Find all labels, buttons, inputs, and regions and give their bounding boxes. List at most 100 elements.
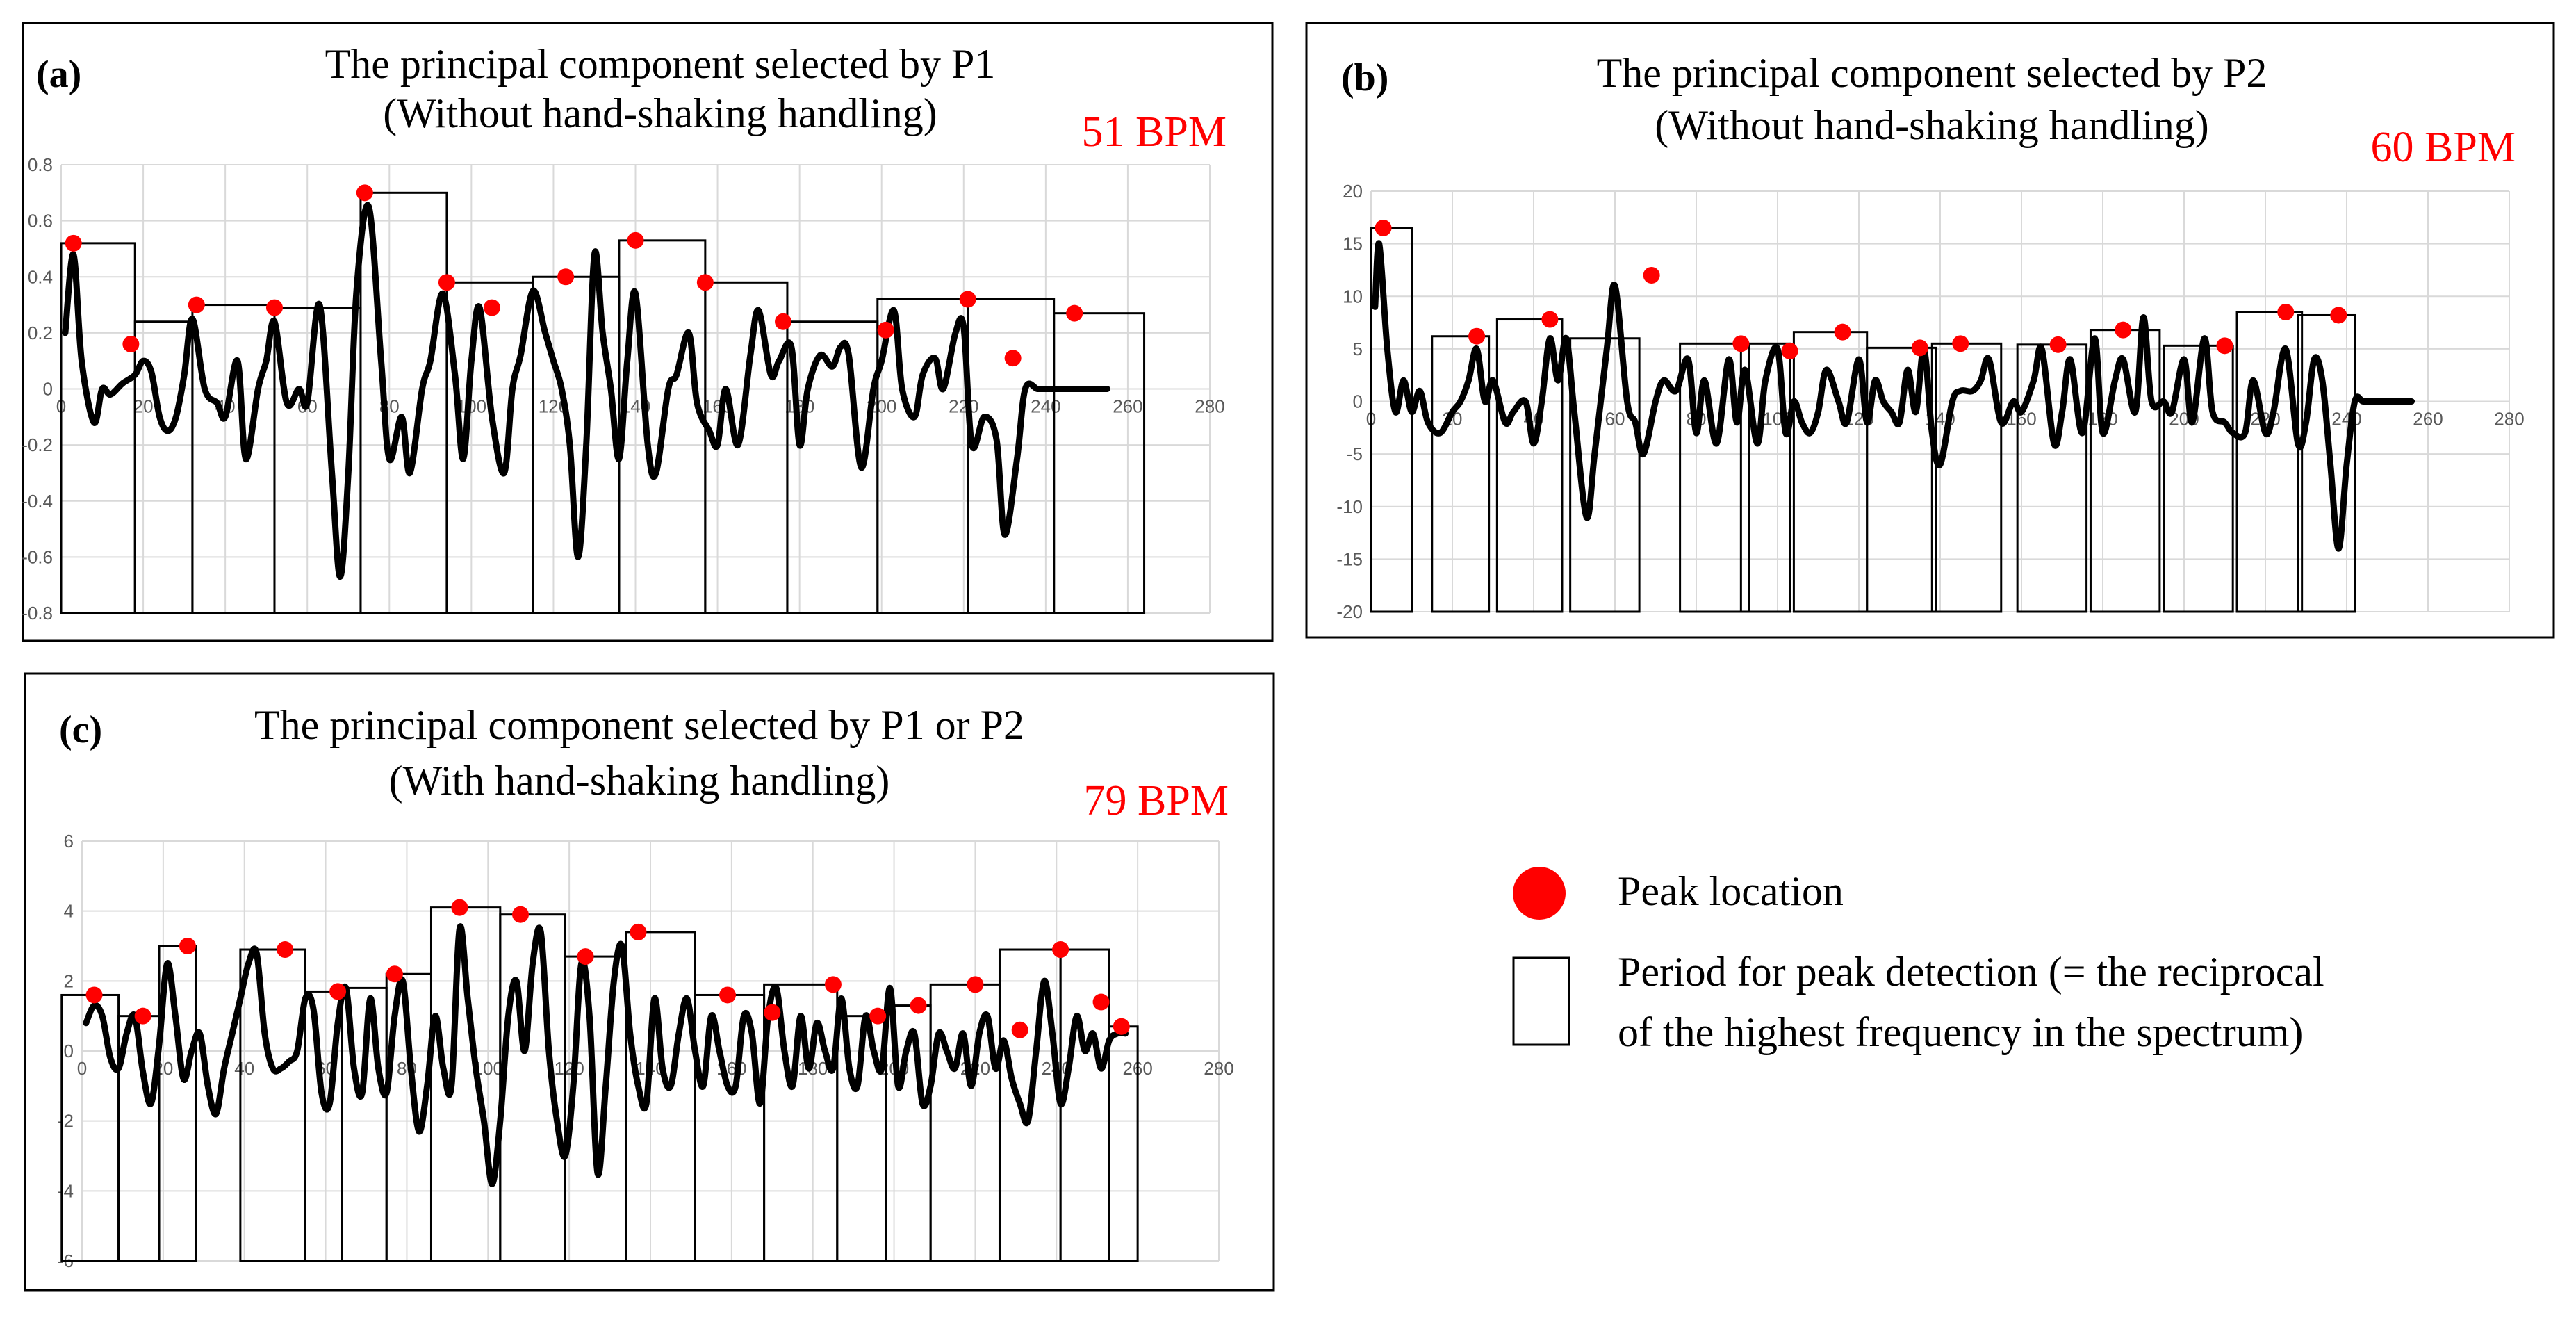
x-tick-label: 240: [1031, 396, 1060, 417]
x-tick-label: 20: [133, 396, 154, 417]
peak-marker: [277, 941, 294, 959]
panel-b-bpm: 60 BPM: [2371, 124, 2516, 171]
panel-a: (a) The principal component selected by …: [22, 22, 1274, 642]
peak-marker: [1732, 335, 1750, 352]
peak-marker: [1541, 311, 1559, 328]
x-tick-label: 60: [1605, 409, 1625, 430]
x-tick-label: 260: [1113, 396, 1142, 417]
y-tick-label: 0: [64, 1041, 74, 1061]
peak-marker: [1643, 267, 1660, 284]
series-line: [1372, 240, 2415, 552]
y-tick-label: -5: [1347, 443, 1363, 464]
y-tick-label: 10: [1343, 286, 1363, 307]
x-tick-label: 280: [2494, 409, 2524, 430]
peak-marker: [65, 234, 82, 252]
panel-b-label: (b): [1341, 56, 1388, 99]
peak-marker: [265, 299, 283, 316]
y-tick-label: 0: [43, 379, 53, 400]
peak-marker: [1092, 993, 1110, 1011]
peak-marker: [1052, 941, 1069, 959]
peak-marker: [764, 1004, 781, 1021]
panel-a-frame: [22, 22, 1274, 642]
peak-marker: [329, 983, 347, 1000]
peak-marker: [438, 274, 455, 291]
series-line: [83, 923, 1129, 1187]
panel-c: (c) The principal component selected by …: [24, 672, 1275, 1292]
y-tick-label: 4: [64, 901, 74, 922]
peak-marker: [1113, 1018, 1130, 1035]
period-box: [1431, 335, 1491, 613]
peak-marker: [1066, 304, 1083, 322]
panel-c-bpm: 79 BPM: [1084, 777, 1229, 824]
panel-c-title-line2: (With hand-shaking handling): [389, 758, 890, 804]
peak-marker: [451, 899, 468, 916]
period-box: [1495, 318, 1564, 613]
panel-b-frame: [1305, 22, 2555, 639]
period-box: [158, 945, 197, 1262]
period-box: [1866, 346, 1937, 613]
period-box: [2297, 313, 2356, 613]
peak-marker: [869, 1007, 887, 1025]
peak-marker: [2115, 321, 2132, 339]
x-tick-label: 260: [2413, 409, 2443, 430]
panel-c-title-line1: The principal component selected by P1 o…: [254, 702, 1024, 748]
peak-marker: [1468, 327, 1486, 345]
peak-marker: [775, 313, 792, 330]
legend-period-label-line1: Period for peak detection (= the recipro…: [1618, 949, 2324, 995]
peak-marker: [910, 997, 927, 1014]
peak-marker: [1834, 323, 1851, 341]
peak-marker: [356, 184, 373, 202]
y-tick-label: 5: [1353, 339, 1363, 359]
peak-marker: [2216, 337, 2233, 355]
legend-period-label-line2: of the highest frequency in the spectrum…: [1618, 1009, 2303, 1055]
panel-a-label: (a): [36, 53, 81, 96]
peak-marker: [630, 923, 647, 940]
legend: Peak location Period for peak detection …: [1512, 867, 2324, 1055]
peak-marker: [1781, 342, 1798, 359]
peak-marker: [1011, 1021, 1028, 1038]
y-tick-label: 20: [1343, 181, 1363, 202]
y-tick-label: -0.2: [22, 434, 53, 455]
y-tick-label: 6: [64, 831, 74, 852]
y-tick-label: -20: [1336, 601, 1363, 622]
peak-marker: [696, 274, 714, 291]
peak-marker: [512, 906, 530, 923]
period-box: [1053, 312, 1146, 614]
x-tick-label: 0: [77, 1058, 87, 1079]
peak-marker: [2049, 336, 2067, 353]
y-tick-label: -0.6: [22, 546, 53, 567]
peak-marker: [2277, 303, 2295, 320]
x-tick-label: 40: [234, 1058, 254, 1079]
x-tick-label: 220: [949, 396, 978, 417]
period-box: [1679, 342, 1750, 613]
legend-period-box: [1512, 956, 1570, 1046]
y-tick-label: 15: [1343, 234, 1363, 254]
x-tick-label: 280: [1204, 1058, 1233, 1079]
panel-a-bpm: 51 BPM: [1082, 108, 1227, 156]
y-tick-label: 2: [64, 970, 74, 991]
period-box: [2235, 311, 2304, 613]
y-tick-label: -2: [58, 1111, 74, 1132]
y-tick-label: -0.8: [22, 603, 53, 624]
y-tick-label: 0.6: [28, 211, 53, 231]
x-tick-label: 120: [554, 1058, 584, 1079]
panel-b: (b) The principal component selected by …: [1305, 22, 2555, 639]
peak-marker: [134, 1007, 151, 1025]
panel-b-title-line1: The principal component selected by P2: [1597, 50, 2267, 96]
panel-a-plot: 0.80.60.40.20-0.2-0.4-0.6-0.80 20 40 60 80 10…: [22, 154, 1225, 624]
y-tick-label: -10: [1336, 496, 1363, 517]
peak-marker: [824, 976, 842, 993]
panel-c-frame: [24, 672, 1275, 1292]
legend-peak-marker: [1513, 867, 1566, 920]
y-tick-label: -0.4: [22, 491, 53, 512]
peak-marker: [188, 296, 205, 313]
peak-marker: [85, 986, 103, 1004]
peak-marker: [483, 299, 500, 316]
peak-marker: [557, 268, 575, 286]
panel-a-title-line1: The principal component selected by P1: [325, 41, 996, 87]
series-line: [62, 202, 1110, 580]
peak-marker: [1375, 219, 1392, 236]
